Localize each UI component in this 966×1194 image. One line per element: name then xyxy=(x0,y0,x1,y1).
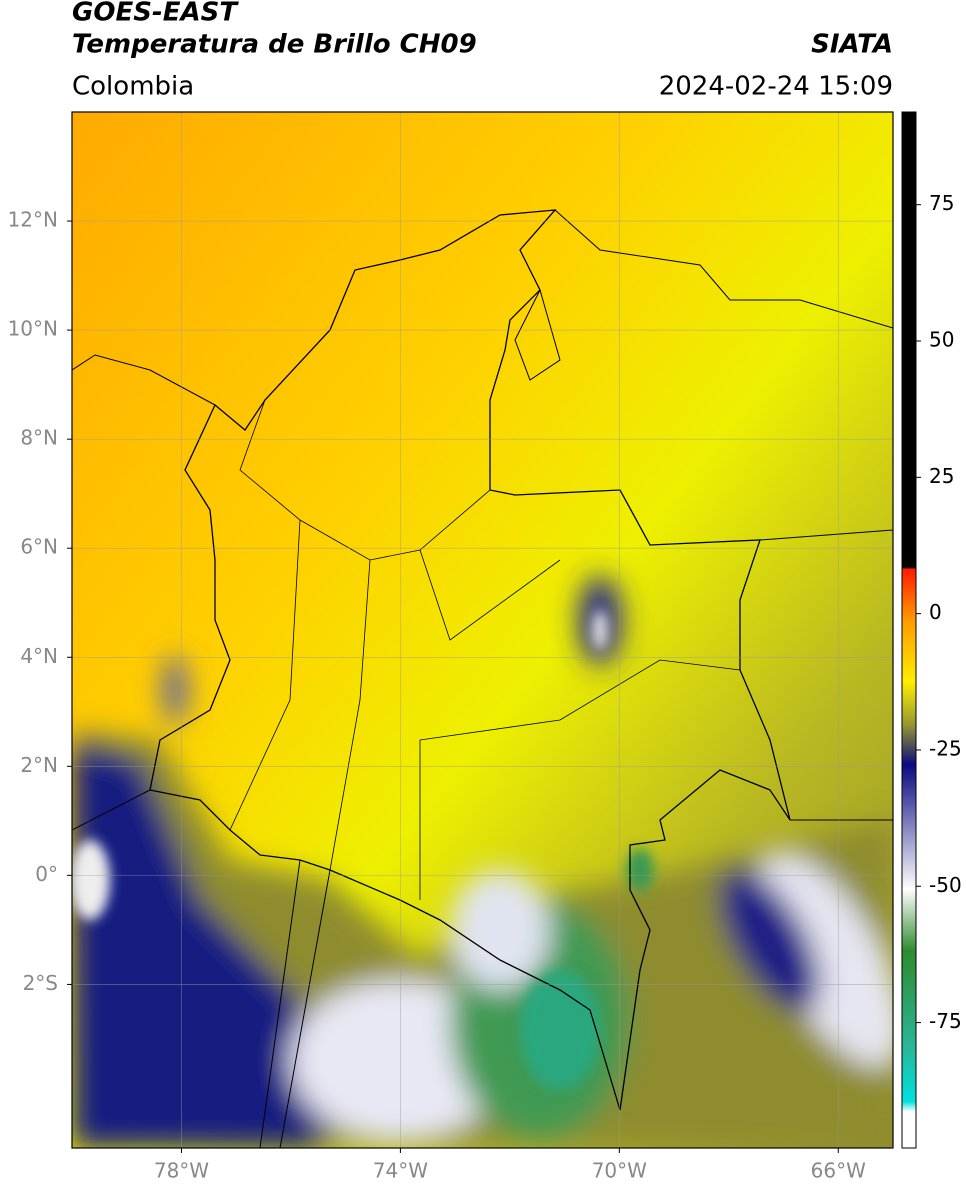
colorbar-tick-label: 50 xyxy=(929,328,954,352)
colorbar-tick-label: 25 xyxy=(929,464,954,488)
department-borders xyxy=(229,399,741,900)
coastline xyxy=(72,209,893,1148)
x-tick-label: 74°W xyxy=(373,1159,428,1183)
y-tick-label: 0° xyxy=(35,862,58,886)
colorbar-tick-label: -75 xyxy=(929,1009,962,1033)
colorbar-tick-label: 0 xyxy=(929,600,942,624)
map-frame xyxy=(71,111,894,1149)
colorbar-tick-label: -25 xyxy=(929,736,962,760)
y-tick-label: 6°N xyxy=(20,535,58,559)
y-tick-label: 12°N xyxy=(8,208,58,232)
y-tick-label: 2°N xyxy=(20,753,58,777)
x-tick-label: 78°W xyxy=(154,1159,209,1183)
y-tick-label: 10°N xyxy=(8,317,58,341)
x-tick-label: 70°W xyxy=(592,1159,647,1183)
header: GOES-EAST Temperatura de Brillo CH09 SIA… xyxy=(72,0,893,102)
x-tick-label: 66°W xyxy=(811,1159,866,1183)
y-tick-label: 2°S xyxy=(23,971,58,995)
subtitle: Temperatura de Brillo CH09 xyxy=(72,30,477,60)
colorbar xyxy=(901,111,917,1149)
title: GOES-EAST xyxy=(72,0,239,28)
agency: SIATA xyxy=(811,30,893,60)
country-border xyxy=(149,209,791,1111)
datetime: 2024-02-24 15:09 xyxy=(659,72,893,102)
grid xyxy=(72,112,893,1148)
satellite-image xyxy=(72,112,893,1148)
colorbar-tick-label: -50 xyxy=(929,873,962,897)
region: Colombia xyxy=(72,72,194,102)
y-tick-label: 4°N xyxy=(20,644,58,668)
cloud-cores xyxy=(72,610,654,1090)
colorbar-tick-label: 75 xyxy=(929,191,954,215)
y-tick-label: 8°N xyxy=(20,426,58,450)
